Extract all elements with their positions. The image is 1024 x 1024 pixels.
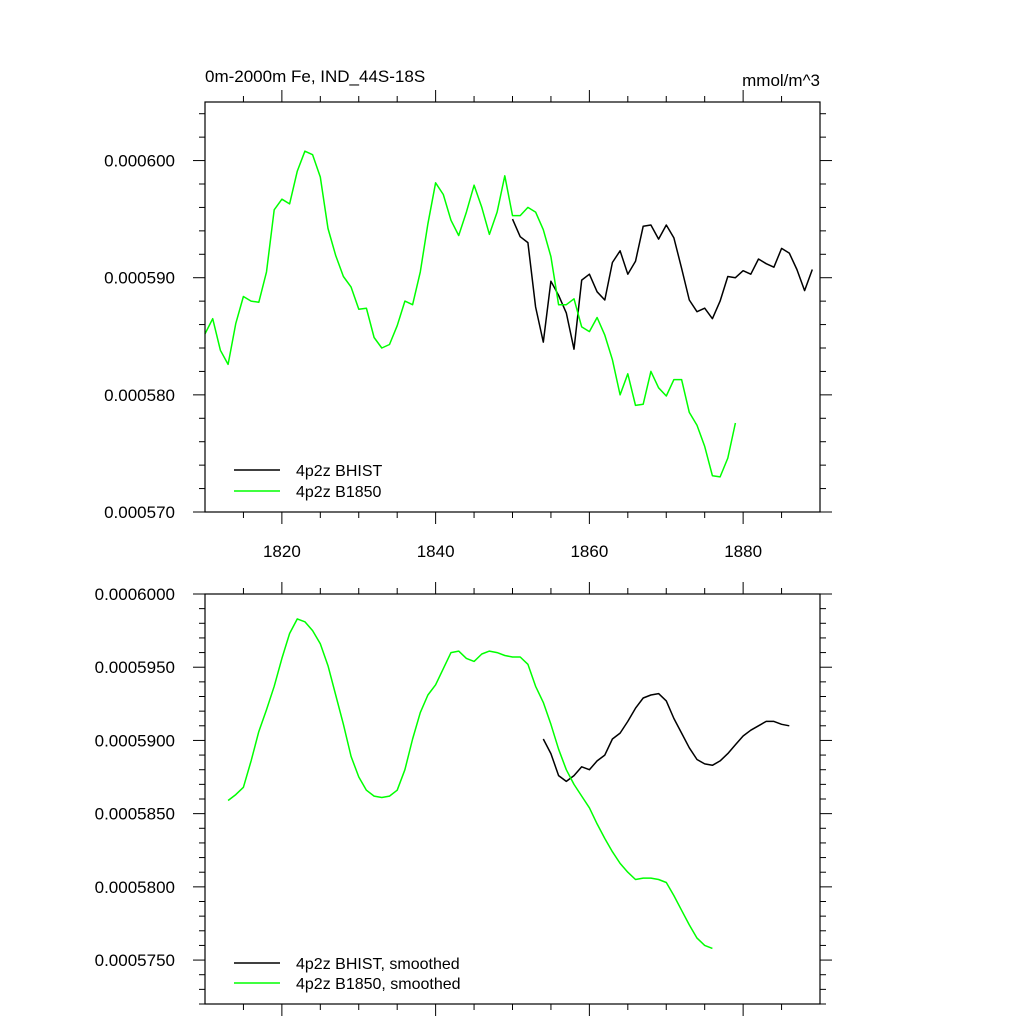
- y-tick-label: 0.000570: [104, 503, 175, 522]
- bottom-legend-label-bhist: 4p2z BHIST, smoothed: [296, 956, 460, 973]
- y-tick-label: 0.000600: [104, 152, 175, 171]
- series-line-bhist: [511, 218, 814, 350]
- y-tick-label: 0.0005900: [95, 731, 175, 750]
- bottom-panel: 0.0005750 0.0005800 0.0005850 0.0005900 0.00…: [95, 582, 832, 1016]
- top-panel: 0m-2000m Fe, IND_44S-18S mmol/m^3 1820 18…: [104, 67, 832, 561]
- bottom-series-group: [227, 618, 790, 950]
- bottom-plot-frame: [204, 593, 821, 1005]
- top-series-group: [204, 150, 814, 478]
- top-axis-ticks: 1820 1840 1860 1880 0.000570 0.000580 0.000590…: [104, 90, 832, 561]
- x-tick-label: 1860: [570, 542, 608, 561]
- top-legend-label-bhist: 4p2z BHIST: [296, 463, 382, 480]
- y-tick-label: 0.000580: [104, 386, 175, 405]
- bottom-axis-ticks: 0.0005750 0.0005800 0.0005850 0.0005900 0.00…: [95, 582, 832, 1016]
- y-tick-label: 0.0005850: [95, 805, 175, 824]
- top-plot-frame: [204, 101, 821, 513]
- y-tick-label: 0.0005950: [95, 658, 175, 677]
- top-legend-label-b1850: 4p2z B1850: [296, 484, 382, 501]
- x-tick-label: 1840: [417, 542, 455, 561]
- x-tick-label: 1820: [263, 542, 301, 561]
- y-tick-label: 0.0006000: [95, 585, 175, 604]
- top-chart-title: 0m-2000m Fe, IND_44S-18S: [205, 67, 425, 86]
- y-tick-label: 0.0005750: [95, 951, 175, 970]
- series-line-b1850: [204, 150, 737, 478]
- series-line-b1850: [227, 618, 713, 950]
- series-line-bhist: [542, 692, 790, 783]
- top-legend: 4p2z BHIST 4p2z B1850: [234, 463, 382, 501]
- top-chart-units: mmol/m^3: [742, 71, 820, 90]
- bottom-legend: 4p2z BHIST, smoothed 4p2z B1850, smoothe…: [234, 956, 461, 993]
- x-tick-label: 1880: [724, 542, 762, 561]
- y-tick-label: 0.000590: [104, 269, 175, 288]
- bottom-legend-label-b1850: 4p2z B1850, smoothed: [296, 976, 461, 993]
- y-tick-label: 0.0005800: [95, 878, 175, 897]
